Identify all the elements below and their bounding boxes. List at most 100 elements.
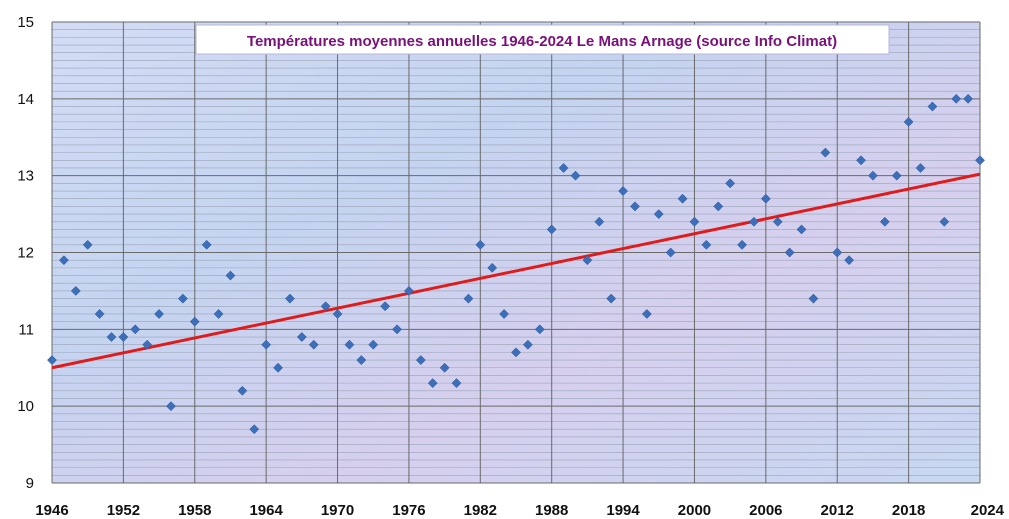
data-point xyxy=(463,293,474,304)
y-tick-label: 12 xyxy=(17,245,34,262)
data-point xyxy=(820,147,831,158)
data-point xyxy=(189,316,200,327)
data-point xyxy=(284,293,295,304)
data-point xyxy=(570,170,581,181)
data-point xyxy=(867,170,878,181)
data-point xyxy=(201,239,212,250)
y-tick-label: 9 xyxy=(26,475,34,492)
data-point xyxy=(951,93,962,104)
data-point xyxy=(58,255,69,266)
x-tick-label: 1988 xyxy=(535,502,568,519)
data-point xyxy=(511,347,521,358)
x-axis-ticks: 1946 1952 1958 1964 1970 1976 1982 1988 1994 2000… xyxy=(35,502,1004,519)
data-point xyxy=(891,170,902,181)
data-point xyxy=(546,224,557,235)
data-point xyxy=(522,339,533,350)
data-point xyxy=(903,116,914,127)
data-point xyxy=(118,332,129,342)
data-point xyxy=(534,324,545,335)
data-point xyxy=(213,309,224,319)
chart-title-box: Températures moyennes annuelles 1946-202… xyxy=(195,24,890,55)
chart-title: Températures moyennes annuelles 1946-202… xyxy=(247,33,837,50)
y-tick-label: 10 xyxy=(17,398,34,415)
major-gridlines xyxy=(51,21,981,484)
data-point xyxy=(130,324,141,335)
data-point xyxy=(344,339,355,350)
data-point xyxy=(737,239,748,250)
x-tick-label: 1970 xyxy=(321,502,354,519)
data-point xyxy=(975,155,985,166)
data-point xyxy=(630,201,640,212)
y-tick-label: 15 xyxy=(17,14,34,31)
x-tick-label: 1946 xyxy=(35,502,68,519)
data-point xyxy=(915,163,926,173)
data-point xyxy=(808,293,819,304)
y-tick-label: 13 xyxy=(17,168,34,185)
data-point xyxy=(320,301,331,312)
data-point xyxy=(237,385,248,396)
data-point xyxy=(166,401,176,412)
data-point xyxy=(796,224,807,235)
data-point xyxy=(725,178,736,189)
minor-gridlines xyxy=(52,29,980,476)
trendline xyxy=(51,172,981,370)
data-point xyxy=(70,285,81,296)
x-tick-label: 1958 xyxy=(178,502,211,519)
data-point xyxy=(47,355,57,366)
data-point xyxy=(665,247,676,258)
x-tick-label: 1982 xyxy=(464,502,497,519)
data-point xyxy=(356,355,367,366)
data-point xyxy=(106,332,117,342)
data-point xyxy=(832,247,843,258)
data-point xyxy=(939,216,950,227)
data-point xyxy=(273,362,284,373)
data-point xyxy=(94,309,105,319)
x-tick-label: 2012 xyxy=(821,502,854,519)
x-tick-label: 2006 xyxy=(749,502,782,519)
data-point xyxy=(701,239,712,250)
data-point xyxy=(558,163,569,173)
x-tick-label: 2018 xyxy=(892,502,925,519)
x-tick-label: 1964 xyxy=(249,502,283,519)
data-points xyxy=(47,93,985,435)
data-point xyxy=(415,355,426,366)
data-point xyxy=(879,216,890,227)
data-point xyxy=(856,155,866,166)
data-point xyxy=(927,101,938,112)
data-point xyxy=(677,193,688,204)
data-point xyxy=(392,324,402,335)
data-point xyxy=(380,301,391,312)
data-point xyxy=(177,293,188,304)
data-point xyxy=(308,339,319,350)
trendline-layer xyxy=(51,172,981,370)
x-tick-label: 1952 xyxy=(107,502,140,519)
data-point xyxy=(142,339,153,350)
data-point xyxy=(594,216,605,227)
data-point xyxy=(713,201,724,212)
data-point xyxy=(427,378,438,389)
data-point xyxy=(451,378,462,389)
data-point xyxy=(689,216,700,227)
x-tick-label: 1976 xyxy=(392,502,425,519)
data-point xyxy=(772,216,783,227)
data-point xyxy=(653,209,664,220)
data-point xyxy=(582,255,593,266)
data-point xyxy=(748,216,759,227)
data-point xyxy=(368,339,379,350)
data-point xyxy=(499,309,510,319)
data-point xyxy=(641,309,652,319)
x-tick-label: 1994 xyxy=(606,502,640,519)
data-point xyxy=(332,309,343,319)
x-tick-label: 2000 xyxy=(678,502,711,519)
data-point xyxy=(784,247,795,258)
data-point xyxy=(487,262,498,273)
data-point xyxy=(439,362,450,373)
data-point xyxy=(296,332,307,342)
y-tick-label: 11 xyxy=(18,321,34,338)
data-point xyxy=(249,424,260,435)
data-point xyxy=(844,255,855,266)
data-point xyxy=(154,309,165,319)
data-point xyxy=(225,270,236,281)
data-point xyxy=(261,339,272,350)
